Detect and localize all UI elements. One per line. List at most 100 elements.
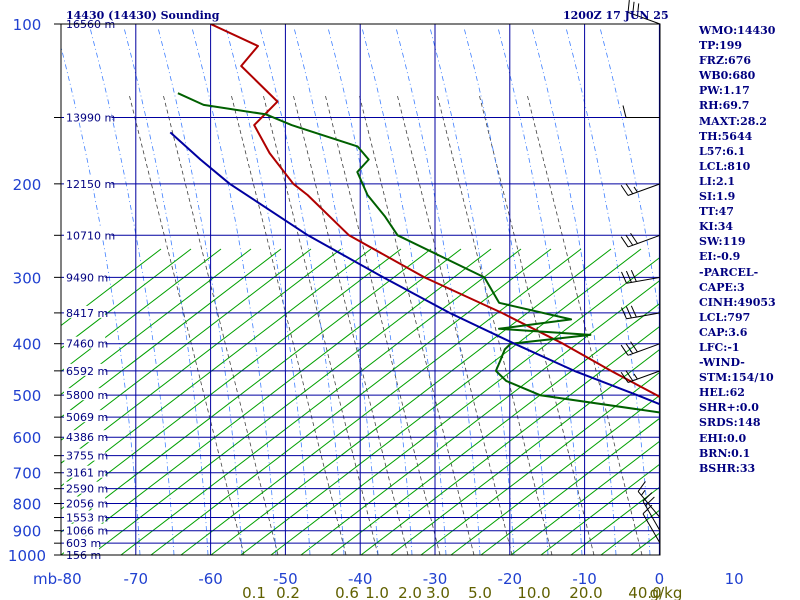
temperature-tick-label: -20: [498, 570, 523, 588]
mixing-ratio-line: [396, 93, 513, 556]
index-item: TT:47: [699, 205, 734, 219]
wind-barb-feather: [625, 234, 634, 246]
height-label: 3755 m: [66, 450, 108, 463]
dry-adiabat-line: [510, 440, 661, 556]
moist-adiabat-curve: [123, 26, 209, 555]
height-label-bg: [64, 388, 106, 401]
pressure-tick-label: 700: [13, 465, 42, 483]
mixing-ratio-line: [162, 93, 279, 556]
wind-barb: [642, 504, 661, 544]
wind-barb-feather: [630, 270, 637, 282]
index-item: CAP:3.6: [699, 325, 748, 339]
height-label: 5800 m: [66, 389, 108, 402]
wind-barb: [621, 270, 661, 284]
wind-barb-staff: [626, 312, 661, 320]
mixing-ratio-label: 3.0: [426, 584, 450, 600]
mixing-ratio-line: [292, 93, 409, 556]
moist-adiabat-curve: [429, 26, 515, 555]
height-label-bg: [64, 363, 106, 376]
index-item: PW:1.17: [699, 84, 750, 98]
wind-barb-feather: [625, 183, 634, 195]
height-label-bg: [64, 465, 106, 478]
index-item: SI:1.9: [699, 190, 736, 204]
wind-barb-staff: [627, 11, 661, 25]
pressure-tick-label: 600: [13, 429, 42, 447]
wind-barb-half-feather: [633, 373, 638, 380]
wind-barb-feather: [620, 371, 629, 383]
pressure-tick-label: 500: [13, 387, 42, 405]
dry-adiabat-line: [360, 325, 661, 556]
height-label-bg: [64, 410, 106, 423]
moist-adiabat-curve: [565, 26, 651, 555]
stability-indices-list: WMO:14430 TP:199 FRZ:676 WB0:680 PW:1.17 RH:6…: [699, 23, 776, 476]
moist-adiabat-curve: [531, 26, 617, 555]
height-label-bg: [64, 496, 106, 509]
index-item: WB0:680: [699, 69, 756, 83]
wind-barb-staff: [626, 276, 661, 284]
mixing-ratio-line: [128, 93, 245, 556]
wind-barb-half-feather: [633, 186, 638, 193]
index-item: KI:34: [699, 220, 734, 234]
index-item: STM:154/10: [699, 371, 774, 385]
wind-barb-feather: [632, 1, 635, 15]
height-label-bg: [64, 110, 112, 123]
wind-barb-feather: [645, 496, 655, 506]
pressure-tick-labels: 100 200 300 400 500 600 700 800 900 1000: [8, 16, 46, 565]
index-item: WMO:14430: [699, 24, 776, 37]
temperature-tick-label: -70: [124, 570, 149, 588]
index-item: SHR+:0.0: [699, 401, 759, 415]
dry-adiabat-line: [60, 248, 222, 372]
height-label: 2056 m: [66, 498, 108, 511]
wind-barb: [621, 305, 661, 320]
moist-adiabat-curve: [191, 26, 277, 555]
moist-adiabat-curve: [599, 26, 660, 324]
wind-barbs: [620, 0, 661, 544]
dry-adiabat-line: [60, 248, 312, 441]
wind-barb-feather: [636, 3, 640, 16]
wind-barb-feather: [625, 343, 634, 354]
index-item: EHI:0.0: [699, 431, 747, 445]
wind-barb-feather: [620, 236, 629, 248]
height-label: 7460 m: [66, 338, 108, 351]
height-label: 1553 m: [66, 512, 108, 525]
mixing-ratio-label: 2.0: [398, 584, 422, 600]
height-label: 6592 m: [66, 365, 108, 378]
dry-adiabat-line: [330, 302, 661, 556]
index-item: CAPE:3: [699, 280, 745, 294]
mixing-ratio-label: 0.1: [242, 584, 266, 600]
mixing-ratio-labels: 0.1 0.2 0.6 1.0 2.0 3.0 5.0 10.0 20.0 40.0g/kg: [242, 584, 682, 600]
dry-adiabat-line: [60, 248, 192, 349]
mixing-ratio-line: [358, 93, 475, 556]
wind-barb-feather: [630, 305, 637, 318]
wind-barb: [622, 105, 660, 119]
height-label: 12150 m: [66, 178, 115, 191]
mixing-ratio-label: 0.2: [276, 584, 300, 600]
height-label: 8417 m: [66, 307, 108, 320]
index-item: LI:2.1: [699, 174, 736, 188]
dry-adiabat-line: [390, 348, 661, 556]
mixing-ratio-line: [230, 93, 347, 556]
wind-barb-feather: [637, 481, 646, 492]
wind-barb-staff: [627, 234, 661, 248]
wind-barb-feather: [620, 344, 629, 356]
temperature-tick-label: -10: [572, 570, 597, 588]
mixing-ratio-line: [478, 93, 595, 556]
moist-adiabat-curve: [293, 26, 379, 555]
mixing-ratio-line: [436, 93, 553, 556]
height-label-bg: [64, 548, 99, 560]
temperature-tick-label: -50: [273, 570, 298, 588]
mixing-ratio-line: [324, 93, 441, 556]
wind-barb-feather: [622, 105, 627, 118]
height-label-bg: [64, 481, 106, 494]
index-item: HEL:62: [699, 386, 745, 400]
height-label: 13990 m: [66, 112, 115, 125]
mixing-ratio-label: 1.0: [365, 584, 389, 600]
moist-adiabat-curve: [225, 26, 311, 555]
mixing-ratio-label: 5.0: [468, 584, 492, 600]
wind-barb-feather: [625, 370, 634, 382]
height-label-bg: [64, 228, 112, 241]
index-item: -PARCEL-: [699, 265, 759, 279]
index-item: LCL:810: [699, 159, 751, 173]
station-title: 14430 (14430) Sounding: [66, 9, 220, 22]
mixing-ratio-label: 40.0: [628, 584, 661, 600]
